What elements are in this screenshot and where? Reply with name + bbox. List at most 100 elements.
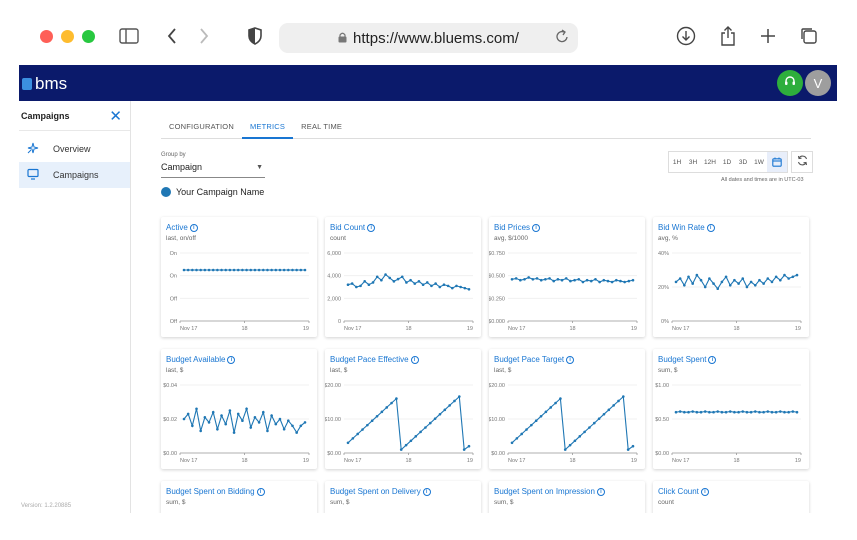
sidebar-item-overview[interactable]: Overview (19, 136, 130, 162)
data-point[interactable] (388, 276, 392, 280)
data-point[interactable] (390, 401, 393, 405)
metric-title[interactable]: Budget Available i (166, 355, 236, 364)
data-point[interactable] (544, 410, 548, 414)
data-point[interactable] (724, 275, 728, 279)
data-point[interactable] (598, 280, 601, 284)
sidebar-toggle-icon[interactable] (117, 24, 141, 48)
data-point[interactable] (236, 412, 240, 416)
data-point[interactable] (282, 427, 286, 431)
data-point[interactable] (236, 268, 240, 272)
data-point[interactable] (182, 268, 186, 272)
data-point[interactable] (612, 404, 615, 407)
info-icon[interactable]: i (532, 223, 541, 232)
data-point[interactable] (795, 410, 799, 414)
info-icon[interactable]: i (189, 223, 198, 232)
data-point[interactable] (527, 276, 530, 279)
tab-metrics[interactable]: METRICS (241, 113, 294, 139)
data-point[interactable] (617, 399, 620, 403)
data-point[interactable] (409, 278, 412, 282)
range-1d-button[interactable]: 1D (722, 158, 732, 166)
data-point[interactable] (446, 284, 450, 288)
data-point[interactable] (766, 410, 770, 413)
data-point[interactable] (539, 278, 543, 282)
data-point[interactable] (741, 277, 745, 280)
data-point[interactable] (355, 285, 358, 289)
data-point[interactable] (253, 268, 257, 272)
data-point[interactable] (361, 428, 364, 431)
data-point[interactable] (299, 268, 303, 272)
data-point[interactable] (623, 280, 626, 284)
user-avatar[interactable]: V (805, 70, 831, 96)
data-point[interactable] (274, 422, 278, 426)
data-point[interactable] (191, 268, 194, 272)
data-point[interactable] (573, 439, 577, 443)
data-point[interactable] (375, 275, 379, 279)
data-point[interactable] (392, 280, 396, 283)
data-point[interactable] (448, 404, 451, 407)
data-point[interactable] (741, 410, 745, 413)
data-point[interactable] (560, 278, 564, 282)
data-point[interactable] (766, 277, 770, 280)
data-point[interactable] (295, 268, 298, 272)
data-point[interactable] (228, 409, 232, 412)
tabs-overview-icon[interactable] (797, 24, 821, 48)
data-point[interactable] (762, 410, 765, 414)
data-point[interactable] (578, 435, 582, 438)
shield-icon[interactable] (243, 24, 267, 48)
data-point[interactable] (783, 273, 786, 277)
data-point[interactable] (762, 282, 765, 285)
data-point[interactable] (414, 435, 418, 438)
data-point[interactable] (720, 410, 724, 414)
info-icon[interactable]: i (708, 355, 717, 364)
data-point[interactable] (720, 280, 724, 284)
data-point[interactable] (539, 414, 543, 418)
data-point[interactable] (622, 395, 625, 398)
data-point[interactable] (577, 277, 581, 281)
data-point[interactable] (514, 277, 518, 280)
data-point[interactable] (581, 280, 585, 284)
data-point[interactable] (385, 406, 389, 409)
data-point[interactable] (678, 277, 682, 280)
metric-title[interactable]: Active i (166, 223, 198, 232)
data-point[interactable] (548, 277, 551, 280)
data-point[interactable] (356, 432, 359, 436)
data-point[interactable] (266, 429, 269, 433)
close-window-button[interactable] (40, 30, 53, 43)
data-point[interactable] (245, 407, 248, 411)
data-point[interactable] (745, 285, 749, 289)
data-point[interactable] (249, 426, 253, 429)
data-point[interactable] (589, 279, 593, 283)
data-point[interactable] (795, 273, 799, 277)
data-point[interactable] (758, 278, 761, 282)
data-point[interactable] (716, 410, 720, 413)
share-icon[interactable] (716, 24, 740, 48)
data-point[interactable] (753, 284, 757, 287)
data-point[interactable] (399, 448, 403, 451)
data-point[interactable] (699, 278, 703, 282)
data-point[interactable] (303, 268, 307, 272)
data-point[interactable] (350, 282, 354, 285)
data-point[interactable] (396, 277, 400, 281)
data-point[interactable] (419, 430, 422, 434)
data-point[interactable] (691, 282, 694, 285)
data-point[interactable] (451, 286, 454, 290)
data-point[interactable] (274, 268, 278, 272)
data-point[interactable] (380, 278, 383, 282)
download-icon[interactable] (674, 24, 698, 48)
info-icon[interactable]: i (596, 487, 605, 496)
data-point[interactable] (421, 283, 425, 287)
data-point[interactable] (278, 417, 282, 421)
data-point[interactable] (384, 273, 387, 276)
data-point[interactable] (597, 417, 601, 420)
data-point[interactable] (585, 278, 589, 282)
data-point[interactable] (583, 430, 586, 434)
support-button[interactable] (777, 70, 803, 96)
metric-title[interactable]: Click Count i (658, 487, 709, 496)
data-point[interactable] (674, 280, 678, 284)
data-point[interactable] (211, 268, 215, 272)
data-point[interactable] (266, 268, 269, 272)
data-point[interactable] (191, 424, 194, 428)
reload-icon[interactable] (556, 28, 570, 48)
data-point[interactable] (462, 448, 466, 451)
metric-title[interactable]: Bid Count i (330, 223, 376, 232)
